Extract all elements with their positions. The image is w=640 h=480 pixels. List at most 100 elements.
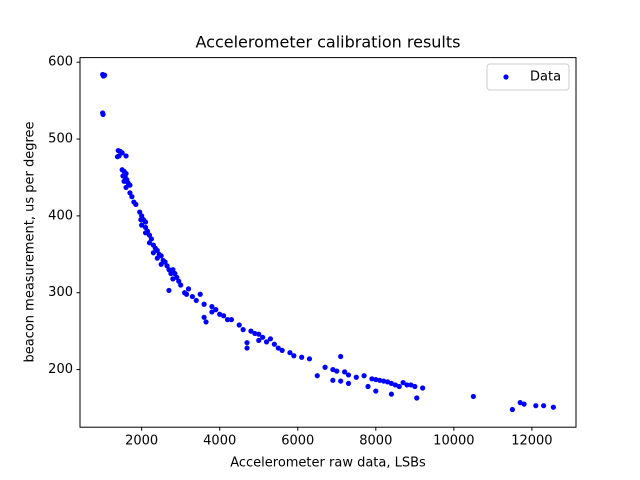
point <box>392 382 398 388</box>
point <box>517 400 523 406</box>
point <box>174 274 180 280</box>
point <box>178 282 184 288</box>
point <box>142 224 149 231</box>
point <box>533 403 539 409</box>
x-tick-label: 2000 <box>125 434 158 449</box>
point <box>509 406 515 413</box>
point <box>162 259 168 265</box>
point <box>373 376 379 383</box>
point <box>521 401 527 407</box>
point <box>365 383 371 390</box>
y-tick-label: 200 <box>48 362 73 377</box>
point <box>217 311 223 317</box>
point <box>330 366 336 373</box>
point <box>100 73 107 79</box>
point <box>193 297 199 304</box>
point <box>248 328 254 334</box>
point <box>185 286 192 292</box>
point <box>470 393 476 400</box>
point <box>275 345 281 351</box>
point <box>330 377 336 383</box>
point <box>322 364 328 370</box>
point <box>224 317 231 323</box>
point <box>252 330 258 337</box>
point <box>267 336 274 342</box>
point <box>114 154 121 160</box>
point <box>158 253 164 259</box>
point <box>408 382 414 388</box>
point <box>221 313 227 319</box>
point <box>170 276 176 282</box>
point <box>256 331 262 337</box>
point <box>420 385 426 391</box>
point <box>197 291 203 297</box>
point <box>142 230 149 236</box>
point <box>142 219 149 225</box>
point <box>550 404 556 410</box>
point <box>183 291 190 297</box>
point <box>170 267 176 273</box>
point <box>414 395 420 401</box>
y-axis-label: beacon measurement, us per degree <box>23 121 38 362</box>
point <box>306 356 313 362</box>
point <box>146 232 153 238</box>
point <box>287 350 293 356</box>
point <box>127 182 133 188</box>
x-tick-label: 4000 <box>203 434 236 449</box>
point <box>377 377 383 383</box>
point <box>176 278 182 284</box>
point <box>209 309 215 315</box>
x-tick-label: 12000 <box>511 434 552 449</box>
point <box>291 353 297 359</box>
point <box>381 378 387 384</box>
point <box>314 373 320 379</box>
point <box>146 240 153 246</box>
point <box>373 388 379 394</box>
legend-box <box>486 63 570 91</box>
point <box>154 247 160 254</box>
point <box>166 287 172 294</box>
point <box>299 354 305 360</box>
point <box>384 379 391 385</box>
x-axis-label: Accelerometer raw data, LSBs <box>230 456 426 471</box>
point <box>388 380 395 387</box>
point <box>209 303 215 310</box>
point <box>203 319 209 325</box>
point <box>279 347 285 353</box>
point <box>133 201 139 207</box>
point <box>148 236 155 242</box>
point <box>345 372 352 378</box>
point <box>341 369 348 375</box>
point <box>166 267 172 273</box>
point <box>338 378 344 384</box>
axes-frame <box>79 57 577 428</box>
x-tick-label: 8000 <box>359 434 392 449</box>
point <box>172 270 178 277</box>
x-tick-label: 6000 <box>281 434 314 449</box>
y-tick-label: 500 <box>48 132 73 147</box>
point <box>244 340 250 346</box>
point <box>137 209 143 215</box>
point <box>541 403 547 409</box>
point <box>158 261 164 267</box>
point <box>100 111 106 118</box>
y-tick-label: 300 <box>48 285 73 300</box>
point <box>400 380 406 386</box>
point <box>260 334 266 340</box>
legend: Data <box>486 63 570 91</box>
point <box>353 374 359 380</box>
point <box>129 194 135 200</box>
chart-title: Accelerometer calibration results <box>196 33 461 52</box>
legend-label: Data <box>530 70 561 85</box>
point <box>256 337 262 343</box>
point <box>123 153 129 159</box>
point <box>150 250 156 256</box>
point <box>361 373 367 379</box>
point <box>127 190 133 196</box>
plot-area <box>100 71 556 413</box>
x-tick-label: 10000 <box>433 434 474 449</box>
point <box>154 255 160 261</box>
point <box>168 270 174 277</box>
point <box>189 293 195 300</box>
